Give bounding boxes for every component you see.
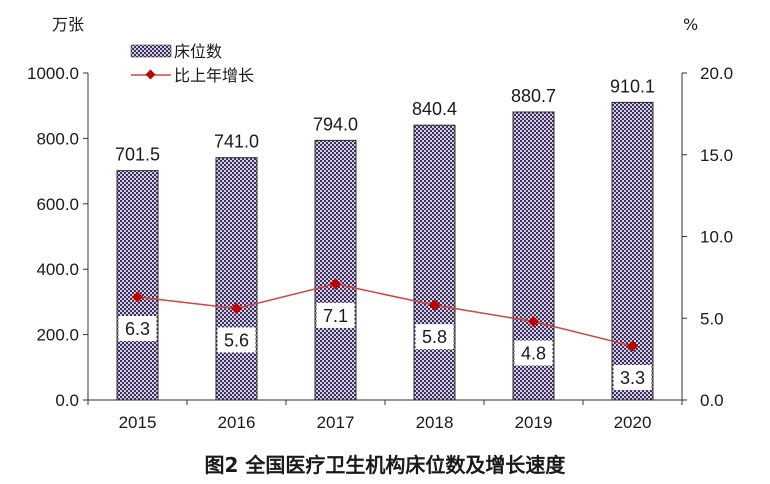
- left-tick-label: 1000.0: [27, 64, 79, 83]
- left-tick-label: 0.0: [55, 391, 79, 410]
- left-tick-label: 600.0: [36, 195, 79, 214]
- bar-2015: [116, 170, 159, 401]
- line-value-label: 6.3: [125, 319, 150, 339]
- bar-value-label: 880.7: [511, 86, 556, 106]
- x-tick-label: 2017: [317, 413, 355, 432]
- bar-2018: [413, 124, 456, 401]
- x-tick-label: 2020: [614, 413, 652, 432]
- bar-value-label: 910.1: [610, 76, 655, 96]
- left-axis-unit: 万张: [52, 15, 84, 34]
- line-label-box: [415, 324, 454, 350]
- bar-2017: [314, 139, 357, 401]
- line-marker-2018: [428, 299, 441, 311]
- line-value-label: 5.8: [422, 327, 447, 347]
- line-label-box: [118, 315, 157, 341]
- chart-caption: 图2 全国医疗卫生机构床位数及增长速度: [205, 453, 567, 477]
- line-value-label: 3.3: [620, 368, 645, 388]
- x-axis-labels: 2015 2016 2017 2018 2019 2020: [119, 413, 652, 432]
- x-tick-label: 2018: [416, 413, 454, 432]
- growth-line: 6.3 5.6 7.1 5.8 4.8 3.3: [118, 278, 652, 391]
- bar-value-label: 840.4: [412, 99, 457, 119]
- line-marker-2015: [131, 291, 144, 303]
- line-label-box: [613, 365, 652, 391]
- line-label-box: [217, 327, 256, 353]
- bars: [116, 101, 654, 401]
- right-tick-label: 20.0: [700, 64, 733, 83]
- bar-value-label: 701.5: [115, 145, 160, 165]
- line-label-box: [316, 302, 355, 328]
- left-tick-label: 400.0: [36, 260, 79, 279]
- right-tick-label: 15.0: [700, 146, 733, 165]
- left-tick-label: 800.0: [36, 129, 79, 148]
- line-marker-2016: [230, 302, 243, 315]
- line-marker-2020: [626, 340, 639, 352]
- line-value-label: 7.1: [323, 306, 348, 326]
- legend-line-label: 比上年增长: [174, 66, 254, 85]
- bar-labels: 701.5 741.0 794.0 840.4 880.7 910.1: [115, 76, 655, 164]
- right-tick-label: 5.0: [700, 309, 724, 328]
- right-tick-label: 10.0: [700, 228, 733, 247]
- x-tick-label: 2019: [515, 413, 553, 432]
- line-label-box: [514, 340, 553, 366]
- legend: 床位数 比上年增长: [130, 42, 254, 85]
- legend-bar-swatch: [130, 44, 172, 58]
- bar-2020: [611, 101, 654, 401]
- line-marker-2019: [527, 315, 540, 328]
- line-marker-2017: [329, 278, 342, 290]
- growth-line-path: [137, 283, 633, 347]
- bar-2016: [215, 157, 258, 401]
- bar-value-label: 741.0: [214, 132, 259, 152]
- bar-value-label: 794.0: [313, 114, 358, 134]
- right-tick-label: 0.0: [700, 391, 724, 410]
- axes: 0.0 200.0 400.0 600.0 800.0 1000.0 0.0 5.0 10.0 1…: [27, 64, 733, 410]
- line-value-label: 4.8: [521, 344, 546, 364]
- legend-bar-label: 床位数: [174, 42, 222, 61]
- x-tick-label: 2016: [218, 413, 256, 432]
- left-tick-label: 200.0: [36, 326, 79, 345]
- right-axis-unit: %: [683, 15, 698, 34]
- x-tick-label: 2015: [119, 413, 157, 432]
- line-value-label: 5.6: [224, 330, 249, 350]
- legend-line-marker: [145, 69, 156, 80]
